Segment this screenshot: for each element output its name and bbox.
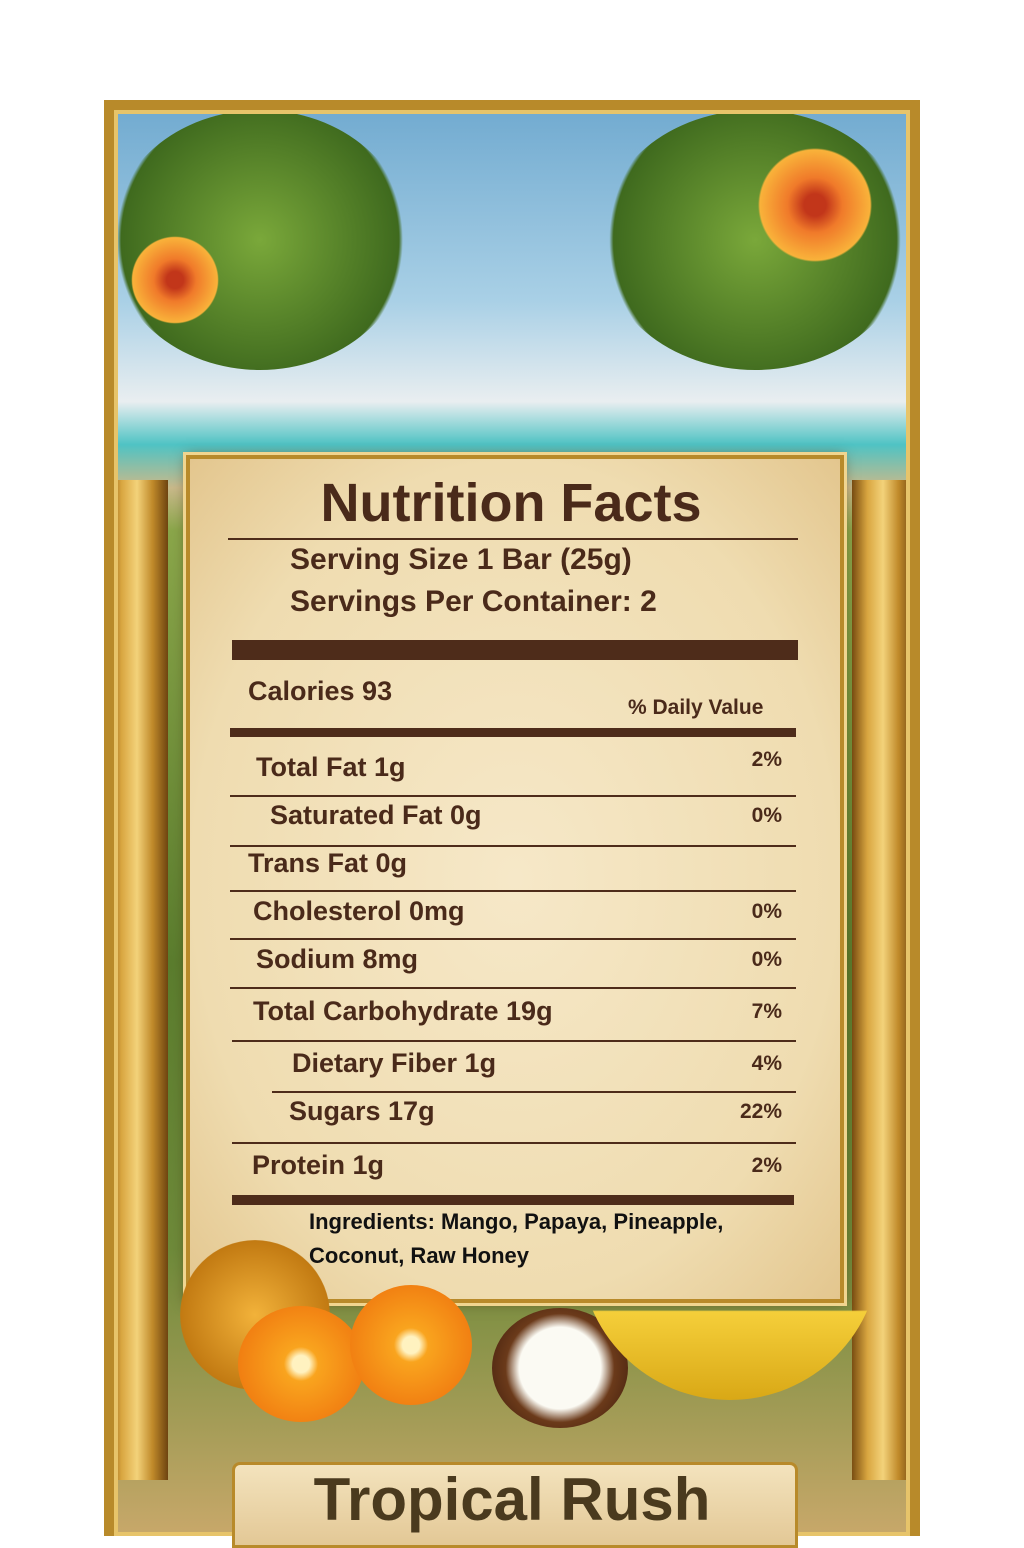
daily-value: 4% [751,1052,782,1075]
nutrient-row: Total Carbohydrate 19g 7% [253,996,782,1027]
nutrient-row: Dietary Fiber 1g 4% [292,1048,782,1079]
daily-value-header: % Daily Value [628,696,764,719]
calories: Calories 93 [248,676,393,706]
ingredients: Ingredients: Mango, Papaya, Pineapple, [309,1209,724,1234]
nutrient-row: Total Fat 1g 2% [256,748,782,783]
gold-frame [104,100,920,1536]
daily-value: 0% [751,900,782,923]
row-divider [230,795,796,797]
daily-value: 2% [751,1154,782,1177]
row-divider [232,1142,796,1144]
nutrient-name: Saturated Fat 0g [270,800,482,830]
orange-half-icon [238,1306,364,1422]
label-title: Nutrition Facts [320,473,702,533]
hibiscus-left-icon [125,230,225,330]
nutrient-row: Saturated Fat 0g 0% [270,800,782,831]
nutrient-name: Cholesterol 0mg [253,896,465,926]
row-divider [230,938,796,940]
servings-per-container: Servings Per Container: 2 [290,585,657,618]
row-divider [230,890,796,892]
row-divider [232,1040,796,1042]
nutrient-name: Total Fat 1g [256,752,406,782]
daily-value: 2% [751,748,782,771]
product-name: Tropical Rush [313,1466,711,1533]
thick-divider [232,640,798,660]
nutrient-row: Sugars 17g 22% [289,1096,782,1127]
nutrient-row: Trans Fat 0g [248,848,782,879]
thick-divider [232,1195,794,1205]
hibiscus-right-icon [750,140,880,270]
daily-value: 22% [739,1100,782,1123]
daily-value: 7% [751,1000,782,1023]
nutrient-name: Sugars 17g [289,1096,435,1126]
nutrition-panel [186,455,844,1303]
orange-half-icon [350,1285,472,1405]
thick-divider [230,728,796,737]
nutrient-name: Protein 1g [252,1150,385,1180]
nutrient-row: Sodium 8mg 0% [256,944,782,975]
daily-value: 0% [751,804,782,827]
pillar-left [106,480,168,1480]
row-divider [272,1091,796,1093]
nutrient-row: Protein 1g 2% [252,1150,782,1181]
nutrient-name: Trans Fat 0g [248,848,408,878]
ingredients-cont: Coconut, Raw Honey [309,1243,530,1268]
divider [228,538,798,540]
nutrient-name: Sodium 8mg [256,944,419,974]
nutrient-name: Total Carbohydrate 19g [253,996,553,1026]
daily-value: 0% [751,948,782,971]
nutrient-name: Dietary Fiber 1g [292,1048,497,1078]
serving-size: Serving Size 1 Bar (25g) [290,543,632,576]
nutrient-row: Cholesterol 0mg 0% [253,896,782,927]
row-divider [230,845,796,847]
row-divider [230,987,796,989]
